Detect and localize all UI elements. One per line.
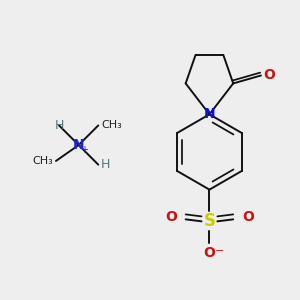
Text: H: H <box>54 119 64 132</box>
Text: O: O <box>263 68 275 83</box>
Text: H: H <box>100 158 110 171</box>
Text: +: + <box>80 145 88 155</box>
Text: N: N <box>204 107 215 121</box>
Text: CH₃: CH₃ <box>32 156 53 166</box>
Text: S: S <box>203 212 215 230</box>
Text: O: O <box>203 246 215 260</box>
Text: −: − <box>215 246 224 256</box>
Text: CH₃: CH₃ <box>101 120 122 130</box>
Text: N: N <box>73 138 85 152</box>
Text: O: O <box>242 210 254 224</box>
Text: O: O <box>165 210 177 224</box>
